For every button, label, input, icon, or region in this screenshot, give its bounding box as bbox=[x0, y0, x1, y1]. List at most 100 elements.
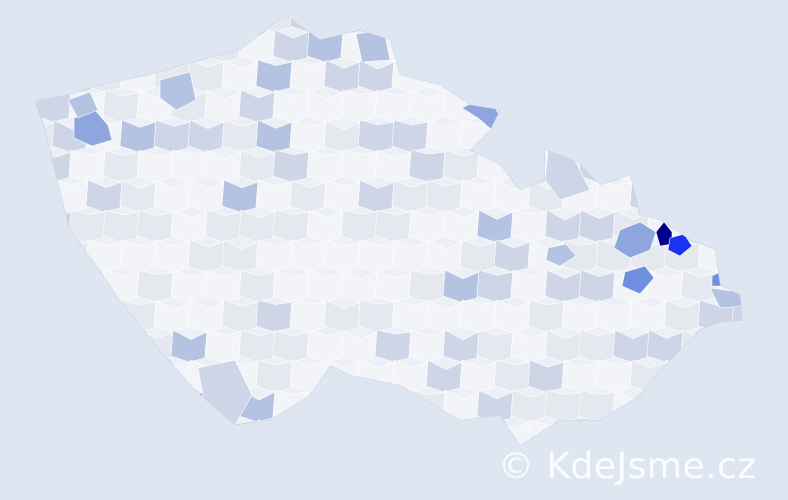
district-region bbox=[221, 15, 259, 33]
district-region bbox=[510, 149, 548, 183]
district-region bbox=[714, 89, 742, 123]
district-region bbox=[629, 59, 667, 93]
district-region bbox=[35, 359, 55, 393]
district-region bbox=[629, 15, 667, 33]
district-region bbox=[561, 239, 599, 273]
district-region bbox=[595, 299, 633, 333]
district-region bbox=[527, 359, 565, 393]
district-region bbox=[255, 59, 293, 93]
district-region bbox=[153, 419, 191, 445]
district-region bbox=[510, 89, 548, 123]
district-region bbox=[340, 89, 378, 123]
district-region bbox=[374, 89, 412, 123]
district-region bbox=[85, 359, 123, 393]
district-region bbox=[187, 119, 225, 153]
district-region bbox=[187, 419, 225, 445]
district-region bbox=[442, 269, 480, 303]
district-region bbox=[510, 209, 548, 243]
district-region bbox=[476, 209, 514, 243]
district-region bbox=[102, 149, 140, 183]
highlighted-district bbox=[667, 233, 693, 257]
district-region bbox=[443, 450, 479, 482]
district-region bbox=[663, 59, 701, 93]
district-region bbox=[35, 15, 55, 33]
district-region bbox=[612, 329, 650, 363]
district-region bbox=[239, 450, 275, 482]
district-region bbox=[69, 450, 105, 482]
district-region bbox=[425, 419, 463, 445]
district-region bbox=[119, 359, 157, 393]
district-region bbox=[357, 239, 395, 273]
district-region bbox=[35, 269, 72, 303]
district-region bbox=[238, 329, 276, 363]
district-region bbox=[35, 179, 55, 213]
district-region bbox=[408, 209, 446, 243]
district-region bbox=[476, 329, 514, 363]
district-region bbox=[35, 209, 72, 243]
district-region bbox=[612, 29, 650, 63]
district-region bbox=[731, 119, 742, 153]
district-region bbox=[459, 419, 497, 445]
district-region bbox=[187, 299, 225, 333]
district-region bbox=[749, 390, 785, 422]
district-region bbox=[273, 450, 309, 482]
district-region bbox=[697, 359, 735, 393]
district-region bbox=[646, 29, 684, 63]
district-region bbox=[749, 210, 785, 242]
district-region bbox=[409, 450, 445, 482]
district-region bbox=[697, 59, 735, 93]
highlighted-district bbox=[67, 91, 99, 119]
district-region bbox=[340, 149, 378, 183]
district-region bbox=[221, 119, 259, 153]
district-region bbox=[680, 389, 718, 423]
district-region bbox=[323, 299, 361, 333]
district-region bbox=[289, 119, 327, 153]
district-region bbox=[663, 179, 701, 213]
district-region bbox=[35, 299, 55, 333]
district-region bbox=[170, 29, 208, 63]
district-region bbox=[255, 119, 293, 153]
district-region bbox=[136, 29, 174, 63]
district-region bbox=[255, 299, 293, 333]
district-region bbox=[459, 179, 497, 213]
district-region bbox=[493, 239, 531, 273]
district-region bbox=[374, 389, 412, 423]
district-region bbox=[646, 269, 684, 303]
highlighted-district bbox=[613, 221, 657, 259]
district-region bbox=[646, 89, 684, 123]
district-region bbox=[663, 359, 701, 393]
country-regions bbox=[34, 14, 785, 482]
district-region bbox=[306, 149, 344, 183]
district-region bbox=[578, 89, 616, 123]
district-region bbox=[289, 179, 327, 213]
district-region bbox=[527, 299, 565, 333]
district-region bbox=[136, 389, 174, 423]
district-region bbox=[204, 269, 242, 303]
district-region bbox=[170, 269, 208, 303]
district-region bbox=[323, 179, 361, 213]
district-region bbox=[51, 15, 89, 33]
district-region bbox=[341, 450, 377, 482]
district-region bbox=[408, 269, 446, 303]
district-region bbox=[595, 119, 633, 153]
highlighted-district bbox=[355, 29, 391, 63]
district-region bbox=[323, 15, 361, 33]
district-region bbox=[51, 419, 89, 445]
district-region bbox=[35, 239, 55, 273]
district-region bbox=[459, 239, 497, 273]
district-region bbox=[749, 150, 785, 182]
district-region bbox=[408, 29, 446, 63]
district-region bbox=[289, 299, 327, 333]
district-region bbox=[68, 149, 106, 183]
district-region bbox=[680, 329, 718, 363]
district-region bbox=[425, 15, 463, 33]
district-region bbox=[391, 299, 429, 333]
district-region bbox=[119, 119, 157, 153]
district-region bbox=[595, 179, 633, 213]
district-region bbox=[340, 389, 378, 423]
district-region bbox=[629, 119, 667, 153]
district-region bbox=[442, 29, 480, 63]
district-region bbox=[527, 119, 565, 153]
district-region bbox=[272, 89, 310, 123]
district-region bbox=[442, 209, 480, 243]
